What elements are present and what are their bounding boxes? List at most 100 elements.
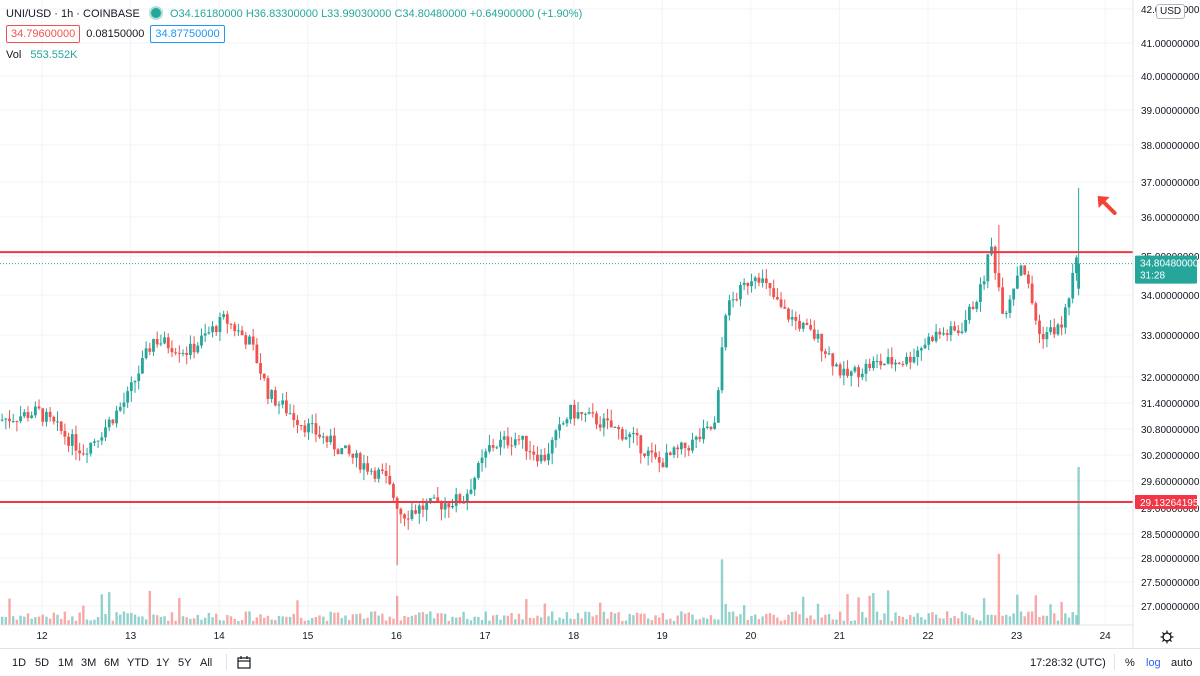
goto-date-icon[interactable] — [237, 656, 251, 669]
candle[interactable] — [203, 323, 207, 343]
candle[interactable] — [990, 237, 993, 257]
candle[interactable] — [975, 300, 979, 313]
candle[interactable] — [166, 333, 170, 354]
candle[interactable] — [617, 424, 621, 440]
candle[interactable] — [584, 412, 587, 422]
candle[interactable] — [443, 497, 447, 519]
candle[interactable] — [871, 356, 875, 371]
range-5y-button[interactable]: 5Y — [178, 657, 192, 669]
candle[interactable] — [473, 476, 477, 497]
candle[interactable] — [860, 368, 864, 381]
candle[interactable] — [155, 331, 159, 348]
candle[interactable] — [993, 245, 997, 280]
candle[interactable] — [133, 380, 137, 393]
candle[interactable] — [277, 401, 281, 415]
candle[interactable] — [358, 451, 362, 474]
candle[interactable] — [325, 435, 329, 448]
candle[interactable] — [1060, 316, 1064, 336]
candle[interactable] — [916, 346, 920, 366]
candle[interactable] — [868, 358, 872, 372]
candle[interactable] — [506, 427, 510, 449]
candle[interactable] — [775, 288, 779, 301]
candle[interactable] — [779, 291, 783, 309]
candle[interactable] — [67, 432, 70, 453]
candle[interactable] — [273, 386, 277, 407]
candle[interactable] — [572, 399, 576, 426]
candle[interactable] — [934, 323, 938, 344]
candle[interactable] — [159, 334, 163, 347]
candle[interactable] — [377, 467, 381, 483]
candle[interactable] — [964, 310, 968, 334]
range-6m-button[interactable]: 6M — [104, 657, 120, 669]
candle[interactable] — [144, 341, 148, 360]
candle[interactable] — [107, 416, 111, 432]
candle[interactable] — [613, 426, 617, 428]
currency-badge[interactable]: USD — [1156, 4, 1186, 19]
candle[interactable] — [288, 403, 292, 415]
candle[interactable] — [550, 437, 554, 465]
candle[interactable] — [705, 421, 709, 430]
candle[interactable] — [1015, 266, 1019, 290]
candle[interactable] — [332, 427, 336, 457]
candle[interactable] — [816, 329, 820, 343]
candle[interactable] — [650, 442, 654, 463]
candle[interactable] — [440, 500, 443, 521]
candle[interactable] — [942, 327, 945, 336]
candle[interactable] — [336, 447, 340, 455]
candle[interactable] — [624, 429, 628, 440]
candle[interactable] — [661, 458, 665, 468]
candle[interactable] — [513, 432, 517, 449]
candle[interactable] — [742, 278, 746, 290]
candle[interactable] — [236, 323, 240, 336]
candle[interactable] — [1008, 294, 1012, 319]
candle[interactable] — [1045, 326, 1049, 348]
candle[interactable] — [395, 496, 399, 566]
candle[interactable] — [1049, 319, 1052, 335]
candle[interactable] — [753, 275, 757, 289]
range-3m-button[interactable]: 3M — [81, 657, 97, 669]
candle[interactable] — [846, 360, 849, 378]
candle[interactable] — [591, 403, 595, 418]
candle[interactable] — [558, 417, 561, 439]
candle[interactable] — [329, 428, 333, 445]
candle[interactable] — [421, 498, 425, 518]
candle[interactable] — [211, 320, 214, 338]
candle[interactable] — [606, 408, 609, 430]
candle[interactable] — [314, 413, 318, 442]
candle[interactable] — [399, 507, 403, 524]
candle[interactable] — [561, 420, 565, 426]
candle[interactable] — [307, 418, 310, 440]
candle[interactable] — [414, 504, 417, 515]
candle[interactable] — [1027, 271, 1030, 289]
candle[interactable] — [26, 406, 30, 422]
candle[interactable] — [4, 417, 8, 430]
candle[interactable] — [849, 370, 853, 387]
candle[interactable] — [218, 312, 222, 342]
candle[interactable] — [45, 408, 48, 427]
auto-scale-toggle[interactable]: auto — [1171, 657, 1193, 669]
candle[interactable] — [310, 414, 314, 434]
candle[interactable] — [281, 393, 285, 409]
candle[interactable] — [798, 314, 801, 332]
candle[interactable] — [93, 438, 96, 447]
candle[interactable] — [181, 349, 185, 357]
candle[interactable] — [384, 462, 388, 484]
candle[interactable] — [945, 329, 949, 342]
candle[interactable] — [938, 328, 942, 339]
candle[interactable] — [392, 482, 395, 502]
candle[interactable] — [100, 432, 104, 446]
candle[interactable] — [635, 428, 639, 446]
candle[interactable] — [971, 301, 975, 310]
candle[interactable] — [85, 447, 89, 464]
candle[interactable] — [879, 353, 883, 370]
candle[interactable] — [122, 392, 126, 415]
candle[interactable] — [949, 321, 953, 342]
candle[interactable] — [801, 321, 805, 332]
candle[interactable] — [1063, 303, 1067, 334]
candle[interactable] — [960, 322, 964, 335]
sell-price-button[interactable]: 34.79600000 — [6, 25, 81, 43]
candle[interactable] — [200, 328, 203, 349]
candle[interactable] — [716, 387, 720, 423]
candle[interactable] — [469, 478, 473, 495]
